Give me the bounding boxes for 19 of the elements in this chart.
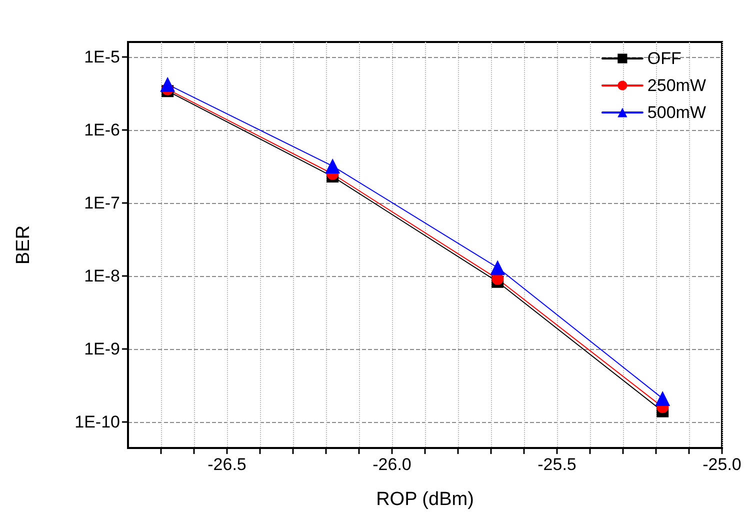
point [160, 76, 176, 92]
point [655, 390, 670, 406]
legend-label: 500mW [647, 103, 706, 122]
y-tick-label: 1E-8 [84, 266, 120, 286]
y-tick-label: 1E-5 [84, 47, 120, 66]
legend-label: OFF [647, 49, 682, 68]
x-tick-label: -26.0 [372, 455, 412, 474]
x-tick-label: -26.5 [208, 455, 246, 474]
legend-label: 250mW [647, 76, 706, 95]
x-axis-title: ROP (dBm) [376, 489, 474, 510]
x-tick-label: -25.0 [702, 455, 742, 474]
y-tick-label: 1E-6 [84, 120, 120, 140]
point [325, 158, 340, 174]
y-tick-label: 1E-9 [84, 339, 120, 358]
y-axis-title: BER [13, 225, 34, 265]
point [490, 260, 506, 276]
y-tick-label: 1E-7 [84, 193, 120, 212]
y-tick-label: 1E-10 [74, 412, 120, 432]
x-tick-label: -25.5 [538, 455, 576, 474]
